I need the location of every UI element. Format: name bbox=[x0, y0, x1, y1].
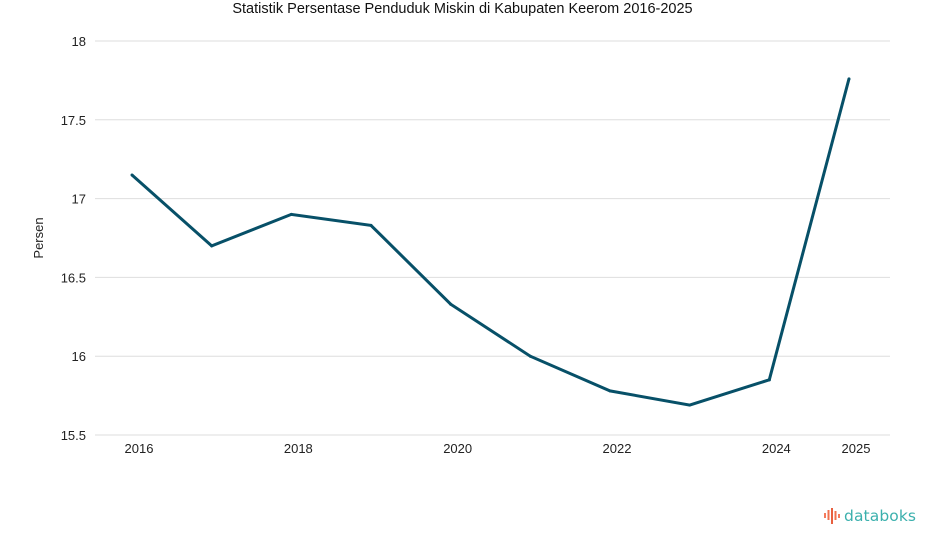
x-tick-label: 2016 bbox=[125, 441, 154, 456]
series-group: 2016: 17.15 2017: 16.7 2018: 16.9 2019: 16.… bbox=[130, 77, 851, 407]
y-axis-title: Persen bbox=[31, 217, 46, 258]
gridlines bbox=[95, 40, 890, 436]
data-point[interactable]: 2025: 17.76 bbox=[847, 77, 851, 81]
chart-title: Statistik Persentase Penduduk Miskin di … bbox=[232, 1, 693, 17]
databoks-bars-icon bbox=[824, 508, 840, 524]
brand-name: databoks bbox=[844, 507, 917, 525]
x-tick-label: 2024 bbox=[762, 441, 791, 456]
y-tick-label: 15.5 bbox=[61, 428, 86, 443]
data-point[interactable]: 2024: 15.85 bbox=[767, 378, 771, 382]
databoks-logo: databoks bbox=[824, 507, 916, 525]
x-tick-label: 2018 bbox=[284, 441, 313, 456]
data-point[interactable]: 2016: 17.15 bbox=[130, 173, 134, 177]
data-point[interactable]: 2023: 15.69 bbox=[688, 403, 692, 407]
x-tick-label: 2022 bbox=[603, 441, 632, 456]
data-point[interactable]: 2020: 16.33 bbox=[449, 302, 453, 306]
data-point[interactable]: 2022: 15.78 bbox=[608, 389, 612, 393]
y-tick-label: 18 bbox=[72, 34, 86, 49]
data-point[interactable]: 2018: 16.9 bbox=[289, 212, 293, 216]
data-point[interactable]: 2021: 16 bbox=[528, 354, 532, 358]
x-axis-ticks: 2016 2018 2020 2022 2024 2025 bbox=[125, 441, 871, 456]
series-line bbox=[131, 78, 851, 407]
y-tick-label: 17 bbox=[72, 192, 86, 207]
data-point[interactable]: 2017: 16.7 bbox=[210, 244, 214, 248]
y-tick-label: 16 bbox=[72, 349, 86, 364]
data-point[interactable]: 2019: 16.83 bbox=[369, 223, 373, 227]
y-tick-label: 16.5 bbox=[61, 270, 86, 285]
x-tick-label: 2025 bbox=[842, 441, 871, 456]
x-tick-label: 2020 bbox=[443, 441, 472, 456]
y-tick-label: 17.5 bbox=[61, 113, 86, 128]
y-axis-ticks: 18 17.5 17 16.5 16 15.5 bbox=[61, 34, 86, 443]
